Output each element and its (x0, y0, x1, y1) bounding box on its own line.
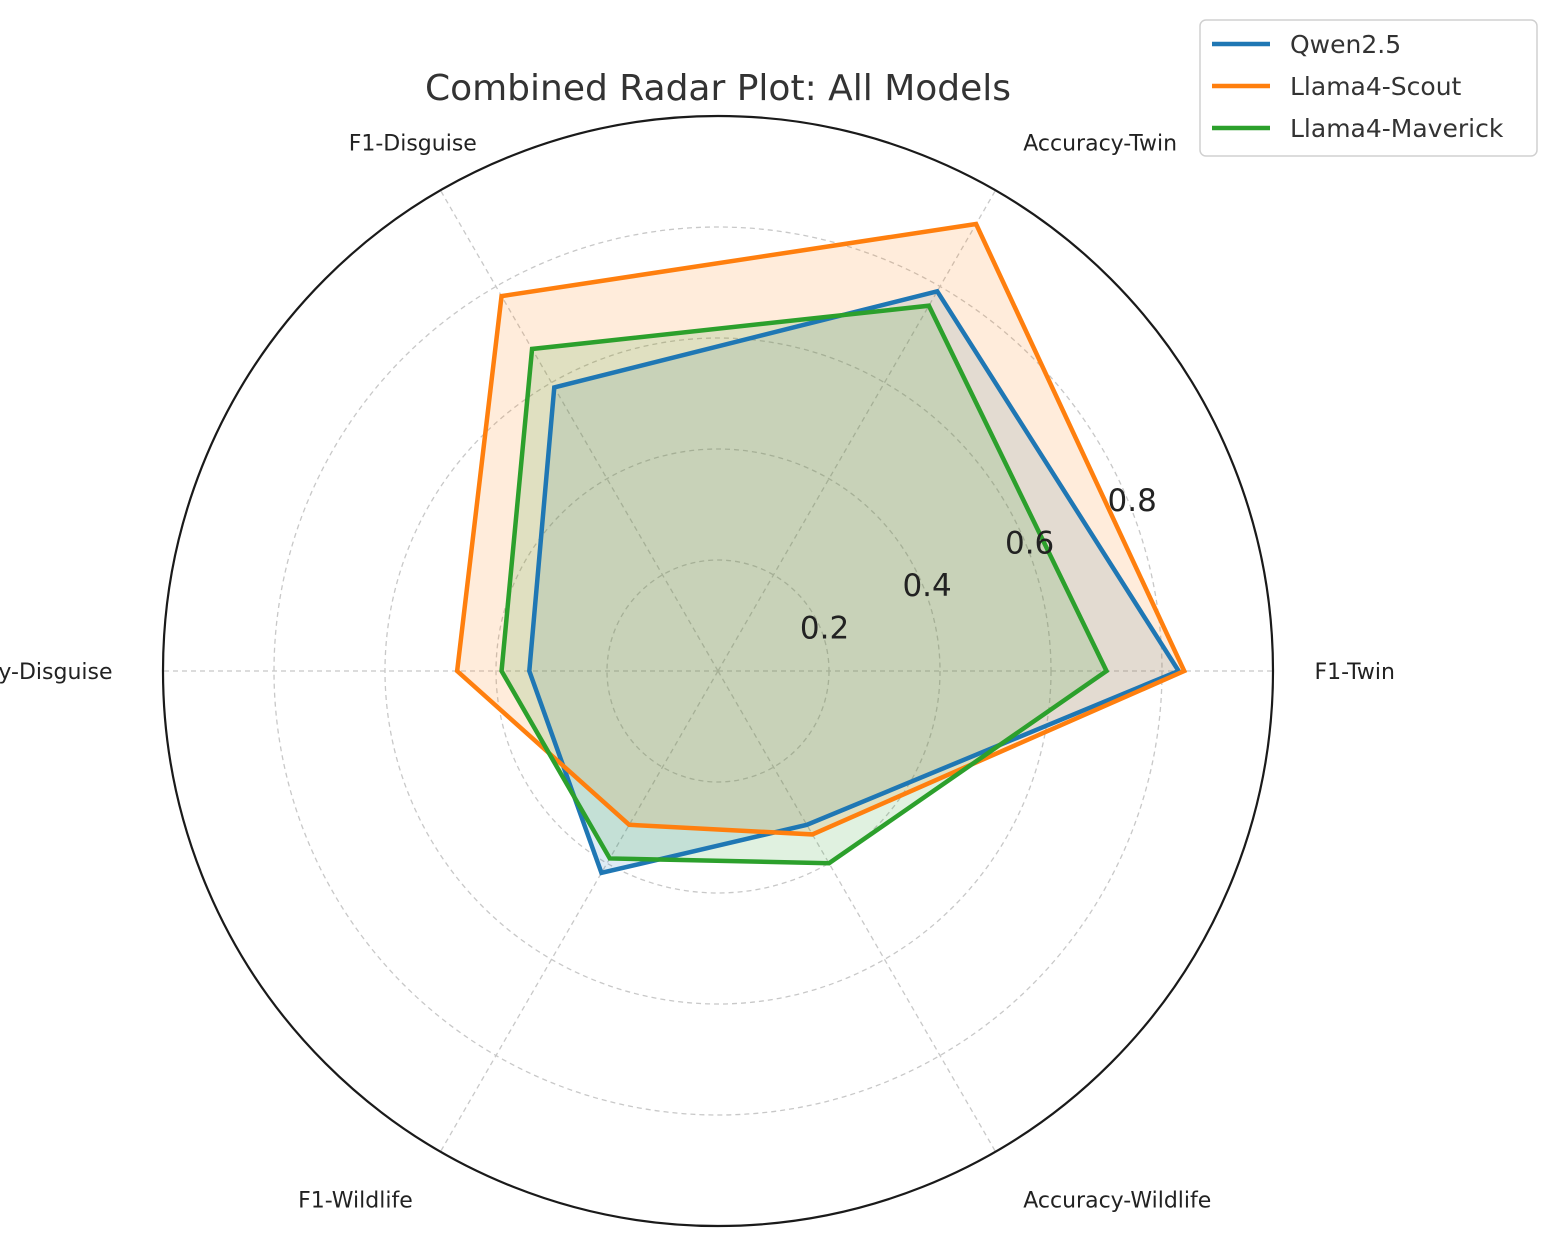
legend-entry: Llama4-Scout (1290, 72, 1462, 101)
series-line-1 (454, 221, 1188, 837)
series-line-0 (527, 288, 1182, 876)
grid-spoke (439, 670, 719, 1152)
outer-frame (161, 114, 1275, 1228)
legend-entry: Qwen2.5 (1290, 30, 1401, 59)
radial-tick-label: 0.8 (1108, 483, 1157, 519)
axis-label: Accuracy-Twin (1023, 131, 1177, 156)
series-fill-2 (501, 305, 1107, 864)
axis-label: F1-Disguise (349, 131, 477, 156)
series-fill-1 (457, 224, 1185, 835)
axis-label: F1-Twin (1315, 660, 1395, 685)
axis-label: Accuracy-Wildlife (1023, 1189, 1211, 1214)
radar-labels: 0.2 0.4 0.6 0.8 F1-Twin Accuracy-Twin F1-Disgu… (0, 131, 1395, 1213)
grid-spoke (439, 190, 719, 672)
grid-spoke (717, 670, 997, 1152)
axis-label: Accuracy-Disguise (0, 660, 113, 685)
radial-tick-label: 0.4 (902, 568, 951, 604)
legend-entry: Llama4-Maverick (1290, 114, 1504, 143)
series-line-2 (499, 303, 1110, 866)
radial-tick-label: 0.6 (1005, 526, 1054, 562)
radar-series (454, 221, 1188, 876)
legend-box (1199, 19, 1538, 157)
radar-grid (161, 114, 1275, 1228)
chart-title: Combined Radar Plot: All Models (425, 68, 1011, 109)
grid-spoke (717, 190, 997, 672)
legend: Qwen2.5 Llama4-Scout Llama4-Maverick (1199, 19, 1538, 157)
axis-label: F1-Wildlife (298, 1189, 413, 1214)
grid-circle (495, 448, 941, 894)
series-fill-0 (529, 291, 1179, 873)
radial-tick-label: 0.2 (800, 611, 849, 647)
